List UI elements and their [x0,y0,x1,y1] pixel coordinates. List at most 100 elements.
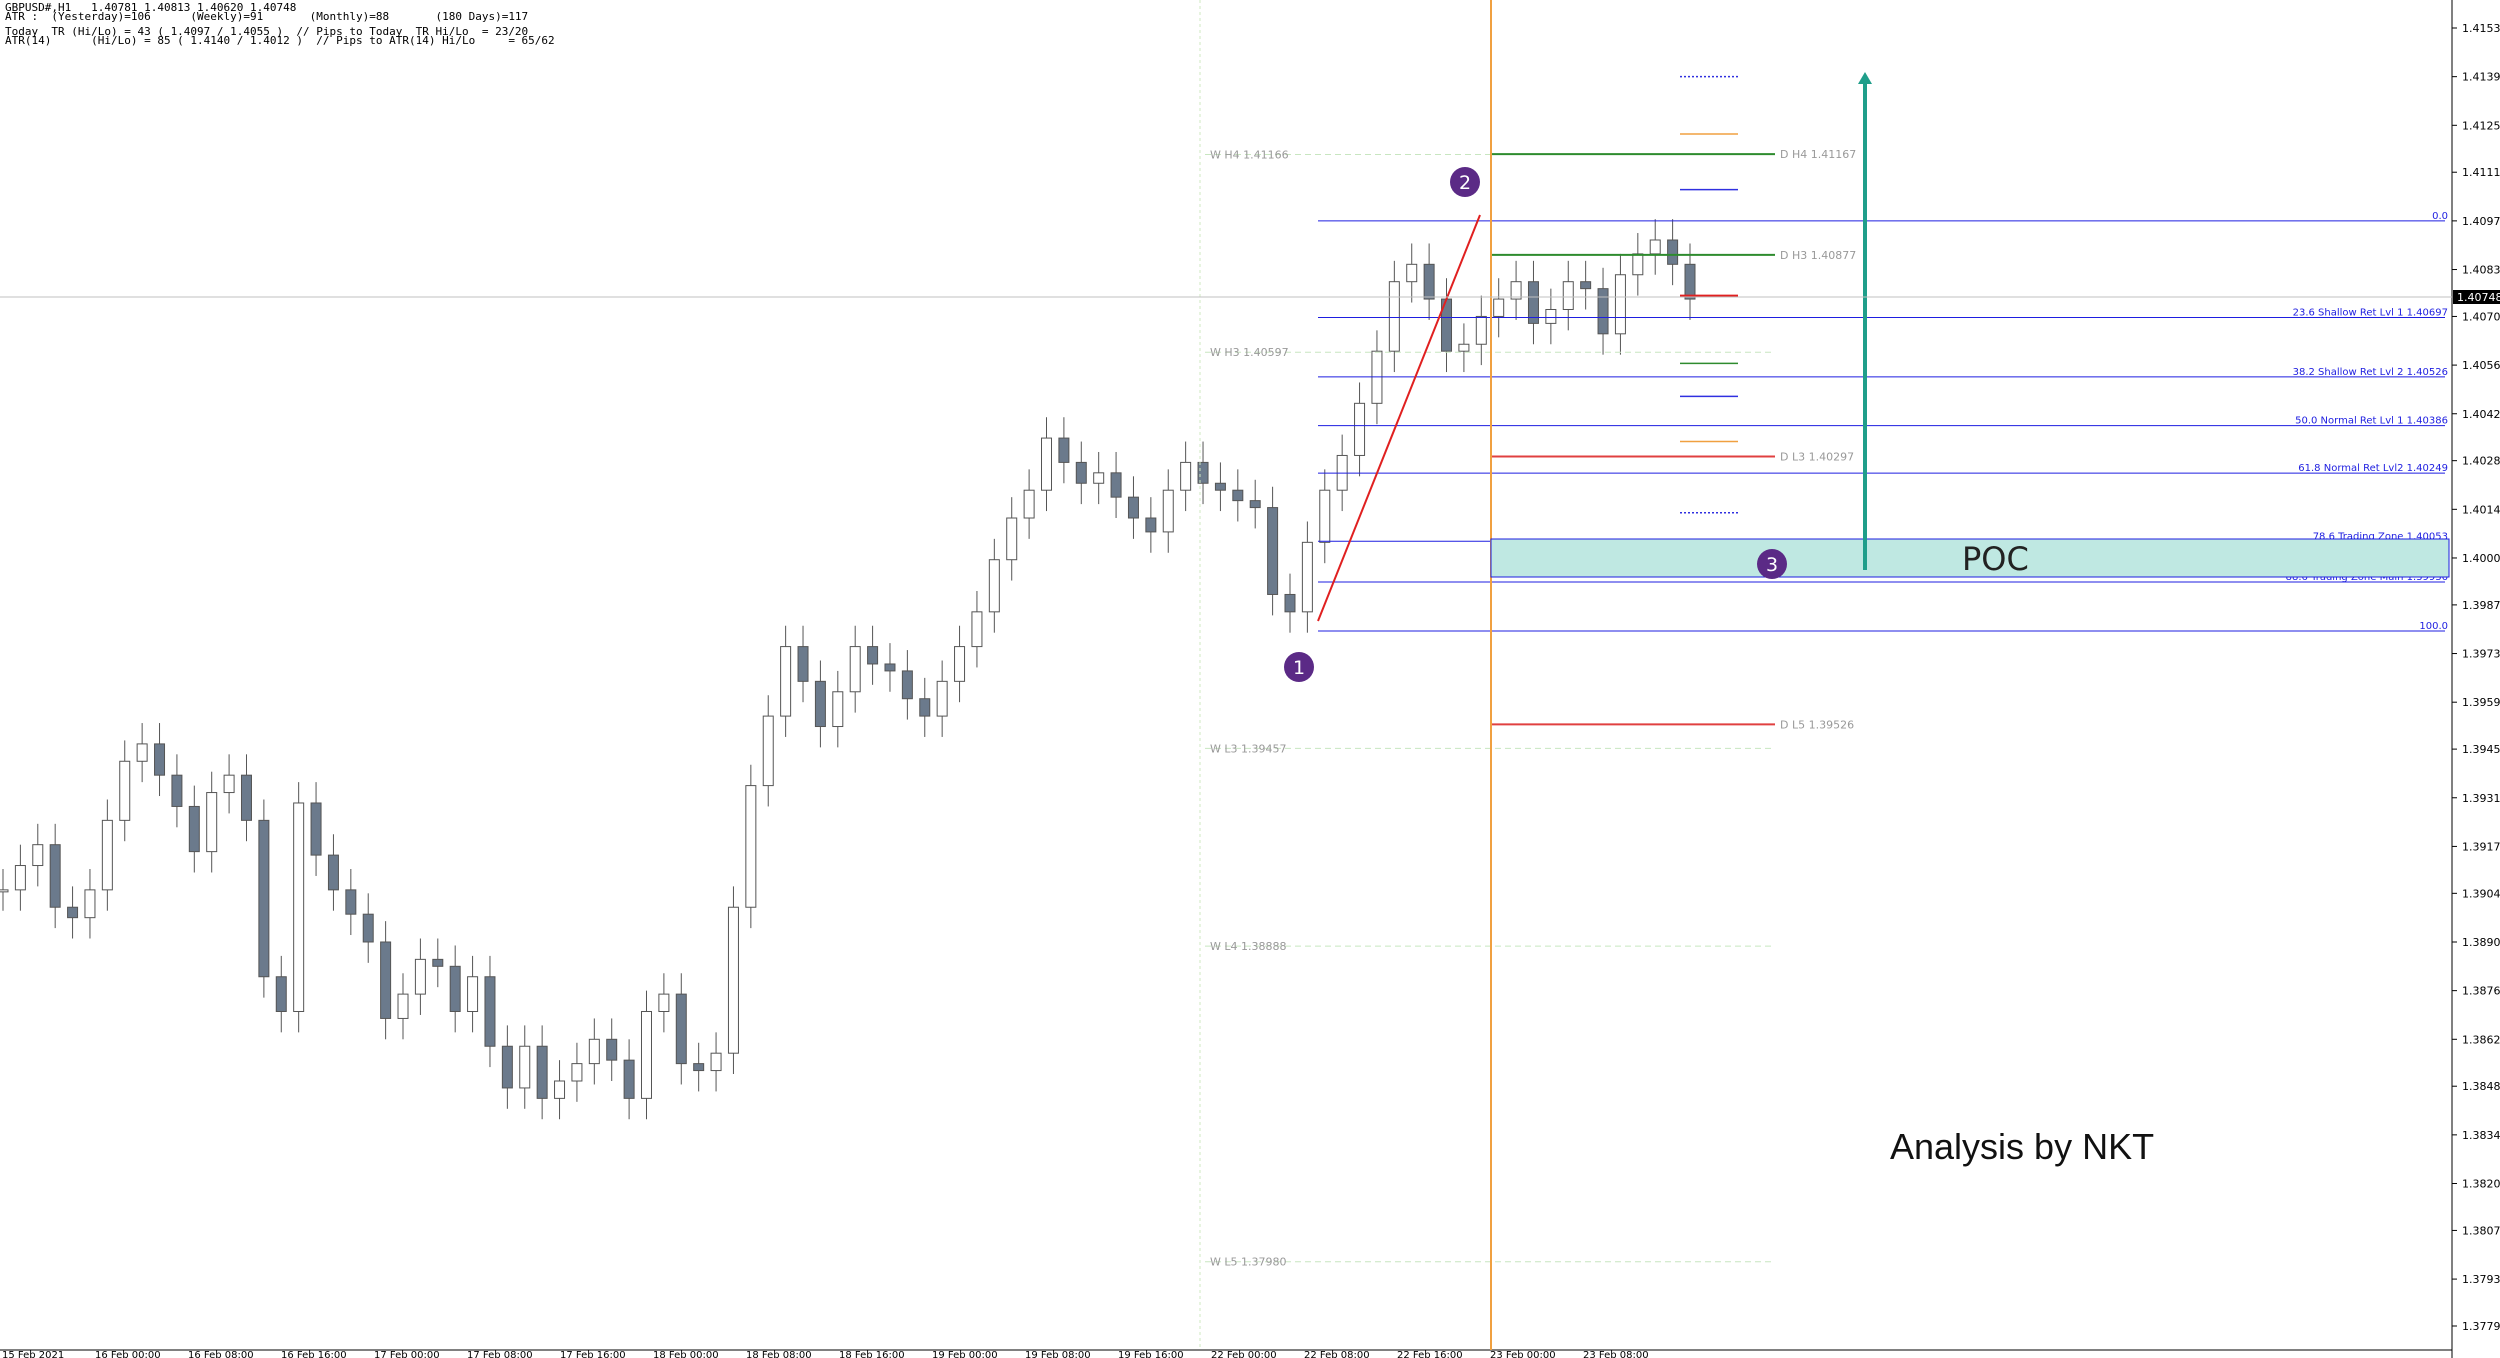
daily-pivot-label: D L3 1.40297 [1780,450,1854,463]
candle-body [484,976,496,1047]
candle-body [1354,402,1366,456]
weekly-pivot-label: W L3 1.39457 [1210,742,1286,755]
marker-1-label: 1 [1293,657,1305,679]
candle-body [1667,239,1679,265]
candle-body [1301,541,1313,613]
symbol-info: GBPUSD#,H1 1.40781 1.40813 1.40620 1.407… [5,1,297,14]
candle-body [1110,472,1122,498]
candle-body [432,958,444,967]
price-tick-label: 1.40420 [2462,408,2500,421]
candle-body [1649,239,1661,255]
daily-pivot-label: D H3 1.40877 [1780,249,1856,262]
daily-pivot-label: D L5 1.39526 [1780,718,1854,731]
candle-body [188,805,200,853]
candle-body [1632,253,1644,276]
weekly-pivot-label: W H3 1.40597 [1210,346,1289,359]
candle-body [571,1063,583,1082]
candle-body [867,646,879,665]
price-tick-label: 1.41390 [2462,71,2500,84]
candle-body [136,743,148,762]
time-tick-label: 18 Feb 08:00 [746,1350,812,1358]
candle-body [1510,281,1522,300]
candle-body [1180,461,1192,491]
price-tick-label: 1.39175 [2462,840,2500,853]
price-tick-label: 1.41530 [2462,22,2500,35]
price-tick-label: 1.37930 [2462,1273,2500,1286]
candle-body [293,802,305,1012]
candle-body [623,1059,635,1099]
candle-body [380,941,392,1019]
candle-body [1319,489,1331,543]
marker-2-label: 2 [1459,172,1471,194]
candle-body [258,819,270,978]
price-tick-label: 1.41115 [2462,166,2500,179]
candle-body [345,889,357,915]
candle-body [1023,489,1035,519]
price-tick-label: 1.38760 [2462,985,2500,998]
time-tick-label: 23 Feb 08:00 [1583,1350,1649,1358]
fib-label: 50.0 Normal Ret Lvl 1 1.40386 [2295,416,2448,427]
candle-body [32,844,44,867]
candle-body [954,646,966,682]
time-tick-label: 16 Feb 16:00 [281,1350,347,1358]
price-tick-label: 1.38900 [2462,936,2500,949]
candle-body [171,774,183,807]
current-price-tag [2453,290,2500,304]
candle-body [0,889,9,893]
candle-body [1041,437,1053,491]
candle-body [780,646,792,717]
weekly-pivot-label: W H4 1.41166 [1210,148,1289,161]
price-tick-label: 1.40145 [2462,503,2500,516]
candle-body [49,844,61,908]
weekly-pivot-label: W L4 1.38888 [1210,940,1286,953]
candle-body [1058,437,1070,463]
candle-body [727,906,739,1054]
candle-body [1162,489,1174,533]
daily-pivot-label: D H4 1.41167 [1780,148,1856,161]
analysis-credit: Analysis by NKT [1890,1126,2155,1167]
price-tick-label: 1.39315 [2462,792,2500,805]
candle-body [1249,500,1261,509]
price-tick-label: 1.40835 [2462,264,2500,277]
price-tick-label: 1.38485 [2462,1080,2500,1093]
time-tick-label: 18 Feb 00:00 [653,1350,719,1358]
candle-body [1232,489,1244,502]
poc-label: POC [1962,540,2029,578]
candle-body [1545,308,1557,324]
candle-body [849,646,861,693]
candle-body [710,1052,722,1072]
time-tick-label: 16 Feb 00:00 [95,1350,161,1358]
price-tick-label: 1.40285 [2462,455,2500,468]
candle-body [467,976,479,1012]
candle-body [501,1045,513,1089]
candle-body [1493,298,1505,317]
marker-3: 3 [1757,549,1787,579]
price-tick-label: 1.40975 [2462,215,2500,228]
candle-body [119,760,131,821]
today-tr-info: Today TR (Hi/Lo) = 43 ( 1.4097 / 1.4055 … [5,25,529,38]
candle-body [67,906,79,919]
impulse-line [1317,214,1481,622]
price-tick-label: 1.40560 [2462,359,2500,372]
candle-body [1406,263,1418,283]
candle-body [327,854,339,891]
candle-body [884,663,896,672]
candle-body [1458,343,1470,352]
fib-label: 38.2 Shallow Ret Lvl 2 1.40526 [2293,367,2448,378]
candle-body [206,792,218,853]
candle-body [640,1010,652,1099]
candle-body [588,1038,600,1065]
price-tick-label: 1.40005 [2462,552,2500,565]
price-tick-label: 1.39040 [2462,887,2500,900]
fib-label: 61.8 Normal Ret Lvl2 1.40249 [2298,463,2448,474]
fib-label: 23.6 Shallow Ret Lvl 1 1.40697 [2293,307,2448,318]
price-tick-label: 1.38620 [2462,1033,2500,1046]
candle-body [1423,263,1435,300]
candle-body [1527,281,1539,324]
candle-body [1214,482,1226,491]
time-tick-label: 23 Feb 00:00 [1490,1350,1556,1358]
candle-body [1127,496,1139,519]
candle-body [14,865,26,891]
candle-body [1075,461,1087,484]
